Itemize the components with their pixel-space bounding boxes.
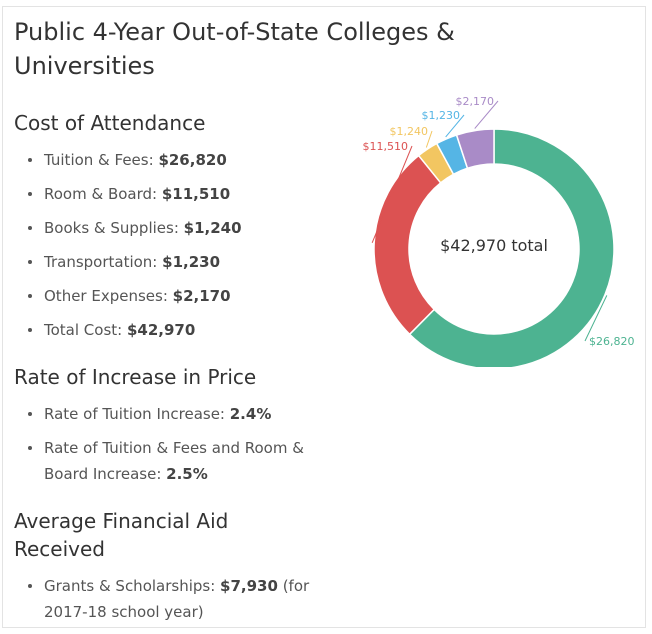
slice-leader-line bbox=[584, 295, 608, 342]
donut-labels: $26,820 $11,510 $1,240 $1,230$2,170 bbox=[363, 95, 635, 348]
item-label: Transportation: bbox=[44, 253, 163, 271]
slice-leader-line bbox=[474, 100, 499, 129]
cost-heading: Cost of Attendance bbox=[14, 111, 206, 135]
item-value: $42,970 bbox=[126, 321, 196, 339]
slice-value-label: $1,240 bbox=[390, 125, 429, 138]
item-value: $11,510 bbox=[161, 185, 231, 203]
slice-leader-line bbox=[425, 130, 433, 148]
rate-heading: Rate of Increase in Price bbox=[14, 365, 257, 389]
page-title: Public 4-Year Out-of-State Colleges & Un… bbox=[14, 18, 455, 80]
donut-slice[interactable] bbox=[373, 154, 442, 336]
slice-leader-line bbox=[445, 114, 465, 138]
item-label: Other Expenses: bbox=[44, 287, 173, 305]
college-cost-card: Public 4-Year Out-of-State Colleges & Un… bbox=[2, 6, 646, 628]
list-item: Rate of Tuition & Fees and Room & Board … bbox=[14, 435, 314, 487]
list-item: Tuition & Fees: $26,820 bbox=[14, 143, 314, 177]
item-value: $2,170 bbox=[172, 287, 231, 305]
donut-slices bbox=[373, 128, 615, 367]
item-value: $26,820 bbox=[158, 151, 227, 169]
list-item: Rate of Tuition Increase: 2.4% bbox=[14, 401, 314, 427]
slice-leader-line bbox=[371, 145, 413, 243]
list-item: Grants & Scholarships: $7,930 (for 2017-… bbox=[14, 573, 314, 625]
slice-value-label: $2,170 bbox=[456, 95, 495, 108]
item-label: Rate of Tuition Increase: bbox=[44, 405, 230, 423]
list-item: Total Cost: $42,970 bbox=[14, 313, 314, 347]
item-label: Rate of Tuition & Fees and Room & Board … bbox=[44, 439, 304, 483]
item-value: $1,240 bbox=[183, 219, 242, 237]
list-item: Room & Board: $11,510 bbox=[14, 177, 314, 211]
item-value: 2.5% bbox=[166, 465, 208, 483]
item-label: Books & Supplies: bbox=[44, 219, 184, 237]
item-value: $1,230 bbox=[162, 253, 221, 271]
item-label: Room & Board: bbox=[44, 185, 162, 203]
donut-chart: $26,820 $11,510 $1,240 $1,230$2,170 $42,970… bbox=[363, 95, 635, 367]
slice-value-label: $1,230 bbox=[422, 109, 461, 122]
item-value: 2.4% bbox=[229, 405, 272, 423]
aid-heading: Average Financial Aid Received bbox=[14, 509, 229, 561]
list-item: Books & Supplies: $1,240 bbox=[14, 211, 314, 245]
rate-list: Rate of Tuition Increase: 2.4% Rate of T… bbox=[14, 401, 314, 495]
donut-center-label: $42,970 total bbox=[440, 236, 548, 255]
donut-slice[interactable] bbox=[455, 128, 495, 170]
list-item: Other Expenses: $2,170 bbox=[14, 279, 314, 313]
slice-value-label: $26,820 bbox=[589, 335, 635, 348]
slice-value-label: $11,510 bbox=[363, 140, 409, 153]
cost-list: Tuition & Fees: $26,820 Room & Board: $1… bbox=[14, 143, 314, 347]
aid-list: Grants & Scholarships: $7,930 (for 2017-… bbox=[14, 573, 314, 625]
item-label: Tuition & Fees: bbox=[44, 151, 159, 169]
item-label: Total Cost: bbox=[44, 321, 127, 339]
item-note: (for 2017-18 school year) bbox=[44, 577, 310, 621]
list-item: Transportation: $1,230 bbox=[14, 245, 314, 279]
item-label: Grants & Scholarships: bbox=[44, 577, 221, 595]
donut-slice[interactable] bbox=[408, 128, 615, 367]
item-value: $7,930 bbox=[220, 577, 278, 595]
